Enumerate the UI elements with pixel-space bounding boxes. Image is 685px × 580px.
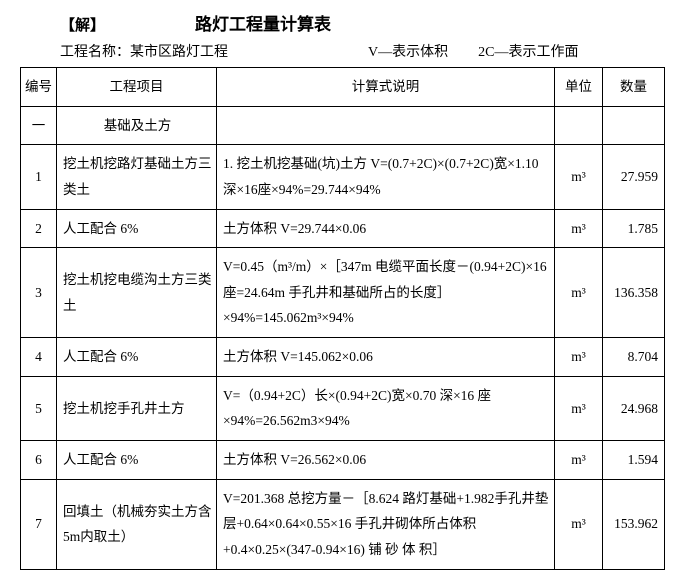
row-unit: m³ [555, 145, 603, 209]
row-calculation: V=201.368 总挖方量－［8.624 路灯基础+1.982手孔井垫层+0.… [217, 479, 555, 569]
row-number: 6 [21, 441, 57, 480]
row-calculation: 土方体积 V=26.562×0.06 [217, 441, 555, 480]
row-unit: m³ [555, 338, 603, 377]
project-name: 工程名称：某市区路灯工程 [60, 41, 228, 61]
row-calculation: 土方体积 V=145.062×0.06 [217, 338, 555, 377]
table-row: 5挖土机挖手孔井土方V=（0.94+2C）长×(0.94+2C)宽×0.70 深… [21, 376, 665, 440]
table-row: 7回填土（机械夯实土方含 5m内取土）V=201.368 总挖方量－［8.624… [21, 479, 665, 569]
row-quantity: 136.358 [603, 248, 665, 338]
row-project: 人工配合 6% [57, 338, 217, 377]
volume-legend: V—表示体积 [368, 41, 448, 61]
page-title: 路灯工程量计算表 [195, 10, 331, 35]
row-project: 挖土机挖电缆沟土方三类土 [57, 248, 217, 338]
row-number: 7 [21, 479, 57, 569]
row-calculation: 1. 挖土机挖基础(坑)土方 V=(0.7+2C)×(0.7+2C)宽×1.10… [217, 145, 555, 209]
row-number: 4 [21, 338, 57, 377]
row-quantity: 1.594 [603, 441, 665, 480]
row-number: 5 [21, 376, 57, 440]
table-row: 1挖土机挖路灯基础土方三类土1. 挖土机挖基础(坑)土方 V=(0.7+2C)×… [21, 145, 665, 209]
row-quantity: 24.968 [603, 376, 665, 440]
row-project: 回填土（机械夯实土方含 5m内取土） [57, 479, 217, 569]
table-header-row: 编号 工程项目 计算式说明 单位 数量 [21, 68, 665, 107]
row-number: 2 [21, 209, 57, 248]
row-project: 人工配合 6% [57, 209, 217, 248]
row-quantity: 8.704 [603, 338, 665, 377]
table-row: 一基础及土方 [21, 106, 665, 145]
col-project: 工程项目 [57, 68, 217, 107]
row-unit: m³ [555, 376, 603, 440]
row-unit [555, 106, 603, 145]
row-calculation: V=0.45（m³/m）×［347m 电缆平面长度－(0.94+2C)×16 座… [217, 248, 555, 338]
table-row: 3挖土机挖电缆沟土方三类土V=0.45（m³/m）×［347m 电缆平面长度－(… [21, 248, 665, 338]
table-row: 4人工配合 6%土方体积 V=145.062×0.06m³8.704 [21, 338, 665, 377]
row-calculation: 土方体积 V=29.744×0.06 [217, 209, 555, 248]
row-unit: m³ [555, 479, 603, 569]
solution-label: 【解】 [60, 14, 105, 35]
row-number: 一 [21, 106, 57, 145]
row-project: 人工配合 6% [57, 441, 217, 480]
row-project: 挖土机挖路灯基础土方三类土 [57, 145, 217, 209]
row-quantity: 153.962 [603, 479, 665, 569]
row-quantity [603, 106, 665, 145]
row-number: 3 [21, 248, 57, 338]
row-project: 挖土机挖手孔井土方 [57, 376, 217, 440]
row-unit: m³ [555, 441, 603, 480]
workface-legend: 2C—表示工作面 [478, 41, 578, 61]
col-calc: 计算式说明 [217, 68, 555, 107]
row-quantity: 1.785 [603, 209, 665, 248]
table-row: 2人工配合 6%土方体积 V=29.744×0.06m³1.785 [21, 209, 665, 248]
calculation-table: 编号 工程项目 计算式说明 单位 数量 一基础及土方1挖土机挖路灯基础土方三类土… [20, 67, 665, 570]
row-calculation: V=（0.94+2C）长×(0.94+2C)宽×0.70 深×16 座×94%=… [217, 376, 555, 440]
table-row: 6人工配合 6%土方体积 V=26.562×0.06m³1.594 [21, 441, 665, 480]
col-qty: 数量 [603, 68, 665, 107]
row-unit: m³ [555, 209, 603, 248]
col-unit: 单位 [555, 68, 603, 107]
row-project: 基础及土方 [57, 106, 217, 145]
row-number: 1 [21, 145, 57, 209]
row-quantity: 27.959 [603, 145, 665, 209]
row-calculation [217, 106, 555, 145]
row-unit: m³ [555, 248, 603, 338]
col-num: 编号 [21, 68, 57, 107]
